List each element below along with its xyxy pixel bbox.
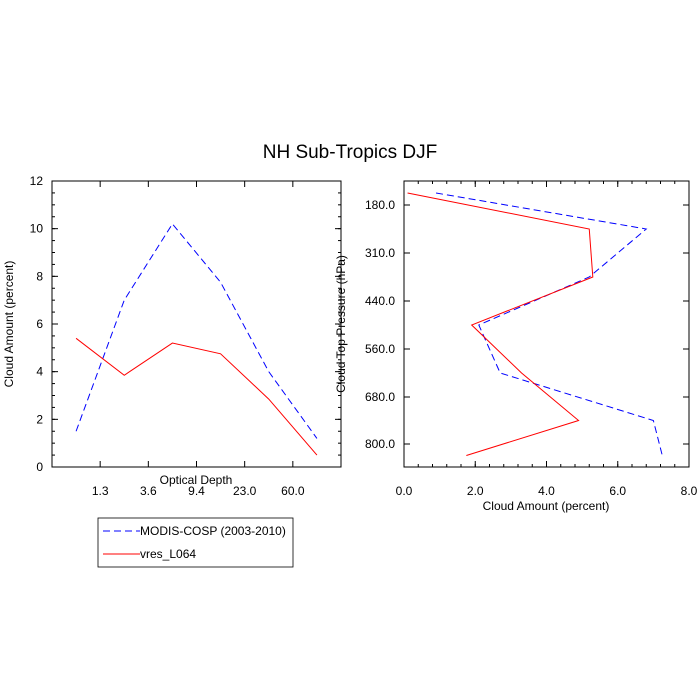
left-modis-series-line xyxy=(75,223,318,439)
left-plot-frame xyxy=(51,180,342,468)
left-y-tick-label: 2 xyxy=(36,412,43,426)
left-tick-labels: 0 2 4 6 8 10 12 1.3 3.6 9.4 23.0 60.0 xyxy=(30,174,305,498)
page-title: NH Sub-Tropics DJF xyxy=(263,142,438,163)
right-series-lines xyxy=(407,192,663,456)
right-y-axis-label: Cloud Top Pressure (hPa) xyxy=(334,255,348,393)
left-x-tick-label: 1.3 xyxy=(92,484,109,498)
right-x-tick-label: 0.0 xyxy=(396,484,413,498)
left-x-tick-label: 23.0 xyxy=(233,484,257,498)
left-series-lines xyxy=(75,223,318,456)
right-x-tick-label: 8.0 xyxy=(681,484,698,498)
left-y-tick-label: 12 xyxy=(30,174,44,188)
right-y-tick-label: 680.0 xyxy=(365,390,395,404)
right-modis-series-line xyxy=(435,192,663,456)
right-tick-labels: 180.0 310.0 440.0 560.0 680.0 800.0 0.0 2.0 4.0 6… xyxy=(365,198,698,498)
right-y-tick-label: 560.0 xyxy=(365,342,395,356)
left-x-tick-label: 3.6 xyxy=(140,484,157,498)
right-y-tick-label: 180.0 xyxy=(365,198,395,212)
right-ticks xyxy=(403,181,690,467)
left-y-tick-label: 8 xyxy=(36,269,43,283)
right-x-axis-label: Cloud Amount (percent) xyxy=(483,499,610,513)
legend-frame xyxy=(97,517,294,568)
right-x-tick-label: 6.0 xyxy=(609,484,626,498)
left-y-axis-label: Cloud Amount (percent) xyxy=(2,261,16,388)
legend-entry-modis: MODIS-COSP (2003-2010) xyxy=(140,524,286,538)
right-y-tick-label: 440.0 xyxy=(365,294,395,308)
left-vres-series-line xyxy=(75,337,318,456)
left-x-tick-label: 9.4 xyxy=(188,484,205,498)
right-vres-series-line xyxy=(407,192,594,456)
right-x-tick-label: 4.0 xyxy=(538,484,555,498)
left-x-tick-label: 60.0 xyxy=(281,484,305,498)
legend: MODIS-COSP (2003-2010) vres_L064 xyxy=(97,517,294,568)
right-y-tick-label: 310.0 xyxy=(365,246,395,260)
right-plot-frame xyxy=(403,180,690,468)
left-chart: 0 2 4 6 8 10 12 1.3 3.6 9.4 23.0 60.0 Optical Depth… xyxy=(2,174,342,498)
right-chart: 180.0 310.0 440.0 560.0 680.0 800.0 0.0 2.0 4.0 6… xyxy=(334,180,698,513)
legend-entry-vres: vres_L064 xyxy=(140,547,196,561)
left-y-tick-label: 6 xyxy=(36,317,43,331)
left-y-tick-label: 4 xyxy=(36,365,43,379)
left-y-tick-label: 10 xyxy=(30,222,44,236)
right-y-tick-label: 800.0 xyxy=(365,437,395,451)
left-x-axis-label: Optical Depth xyxy=(160,473,233,487)
left-y-tick-label: 0 xyxy=(36,460,43,474)
left-ticks xyxy=(51,180,342,468)
right-x-tick-label: 2.0 xyxy=(467,484,484,498)
